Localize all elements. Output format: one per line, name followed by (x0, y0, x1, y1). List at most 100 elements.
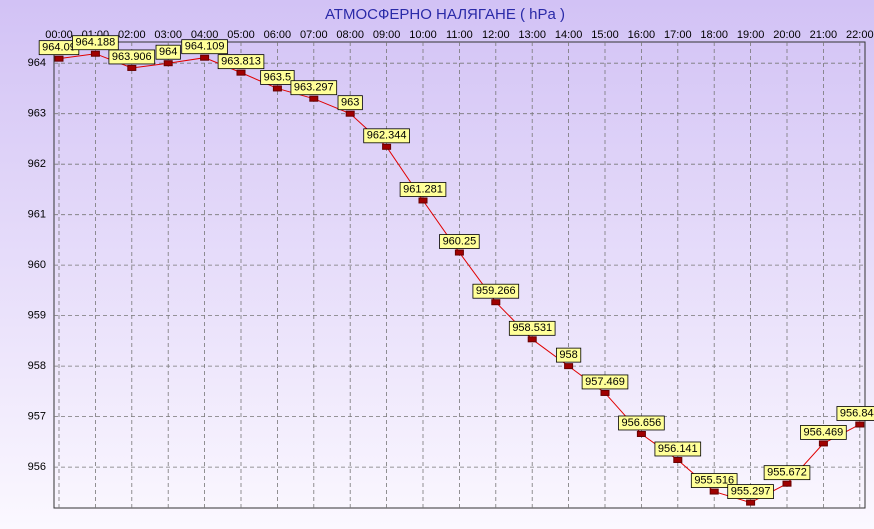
data-label-text: 963.5 (264, 71, 292, 83)
y-tick-label: 962 (28, 158, 46, 170)
data-label-text: 963.813 (221, 56, 261, 68)
data-label-box (618, 415, 665, 431)
x-tick-label: 12:00 (482, 29, 510, 41)
y-tick-label: 963 (28, 108, 46, 120)
x-tick-label: 19:00 (737, 29, 765, 41)
point-marker (782, 480, 792, 487)
data-label: 963.906 (108, 49, 156, 65)
data-label: 959.266 (472, 283, 520, 299)
x-tick-label: 09:00 (373, 29, 401, 41)
x-tick-label: 05:00 (227, 29, 255, 41)
data-label-box (363, 128, 410, 144)
data-label: 964 (155, 44, 181, 60)
point-marker (54, 55, 64, 62)
point-marker (127, 64, 137, 71)
data-label-box (508, 320, 556, 336)
point-marker (709, 488, 719, 495)
data-label: 956.141 (654, 441, 702, 457)
data-label: 958 (556, 347, 582, 363)
data-label-box (581, 374, 629, 390)
point-marker (818, 440, 828, 447)
data-label-text: 955.672 (767, 467, 807, 479)
point-marker (272, 85, 282, 92)
data-label-box (727, 484, 774, 499)
y-tick-label: 964 (28, 57, 46, 69)
point-marker (163, 60, 173, 67)
data-label-box (763, 465, 811, 481)
point-marker (200, 54, 210, 61)
data-label-text: 960.25 (443, 235, 477, 247)
data-label-text: 956.844 (840, 407, 874, 419)
point-marker (345, 110, 355, 117)
data-label-text: 956.656 (622, 417, 662, 429)
data-label: 955.672 (763, 465, 811, 481)
data-label-box (439, 234, 480, 249)
point-marker (454, 249, 464, 256)
data-label-box (472, 283, 520, 299)
data-label: 955.297 (727, 484, 774, 499)
data-label-box (399, 182, 447, 197)
data-label: 963.5 (260, 70, 295, 85)
point-marker (527, 336, 537, 343)
x-tick-label: 21:00 (810, 29, 838, 41)
y-tick-label: 958 (28, 360, 46, 372)
point-marker (491, 299, 501, 306)
data-label-box (108, 49, 156, 65)
x-tick-label: 11:00 (446, 29, 473, 41)
point-marker (855, 421, 865, 428)
data-label-box (155, 44, 181, 60)
x-tick-label: 18:00 (700, 29, 728, 41)
x-tick-label: 07:00 (300, 29, 328, 41)
point-marker (673, 456, 683, 463)
data-label-box (800, 425, 847, 440)
data-label-box (290, 80, 338, 96)
data-label-box (690, 473, 738, 488)
x-tick-label: 10:00 (409, 29, 437, 41)
point-marker (236, 69, 246, 76)
point-marker (746, 499, 756, 506)
point-marker (636, 430, 646, 437)
chart-title: АТМОСФЕРНО НАЛЯГАНЕ ( hPa ) (325, 6, 565, 23)
data-label: 958.531 (508, 320, 556, 336)
y-tick-label: 959 (28, 310, 46, 322)
data-label-text: 964.188 (76, 37, 116, 49)
data-label: 962.344 (363, 128, 410, 144)
data-label-text: 956.469 (804, 426, 844, 438)
x-tick-label: 16:00 (628, 29, 656, 41)
data-label-text: 961.281 (403, 183, 443, 195)
data-label-text: 955.297 (731, 486, 771, 498)
data-label-text: 964 (159, 46, 177, 58)
point-marker (418, 197, 428, 204)
data-label: 956.656 (618, 415, 665, 431)
data-label: 964.09 (38, 40, 80, 56)
x-tick-label: 15:00 (591, 29, 619, 41)
y-tick-label: 957 (28, 411, 46, 423)
data-label-box (217, 54, 265, 70)
x-tick-label: 20:00 (773, 29, 801, 41)
x-tick-label: 14:00 (555, 29, 583, 41)
data-label-text: 962.344 (367, 130, 407, 142)
data-label-box (654, 441, 702, 457)
y-tick-label: 961 (28, 209, 46, 221)
data-label-box (337, 95, 363, 111)
data-label: 963.297 (290, 80, 338, 96)
data-label-text: 963.906 (112, 51, 152, 63)
data-label: 957.469 (581, 374, 629, 390)
data-label: 964.188 (72, 35, 119, 51)
data-label-box (836, 406, 874, 421)
data-label: 956.844 (836, 406, 874, 421)
data-label-box (260, 70, 295, 85)
x-tick-label: 02:00 (118, 29, 146, 41)
point-marker (309, 95, 319, 102)
data-label-text: 957.469 (585, 376, 625, 388)
data-label-box (556, 347, 582, 363)
data-label-box (181, 39, 228, 55)
data-label-text: 955.516 (694, 474, 734, 486)
data-label-text: 964.09 (42, 42, 76, 54)
point-marker (600, 389, 610, 396)
x-tick-label: 03:00 (154, 29, 182, 41)
data-label-text: 963.297 (294, 82, 334, 94)
data-label: 964.109 (181, 39, 228, 55)
data-label: 963 (337, 95, 363, 111)
